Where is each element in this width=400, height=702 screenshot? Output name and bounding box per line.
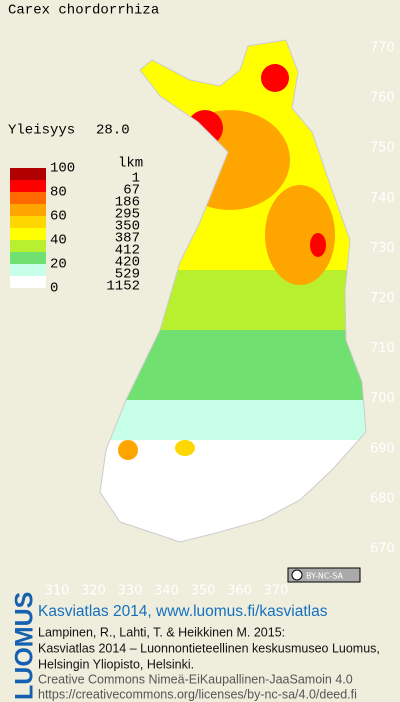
legend-count: 67 bbox=[123, 183, 140, 199]
species-title: Carex chordorrhiza bbox=[8, 3, 159, 19]
legend-count: 350 bbox=[115, 219, 140, 235]
x-axis-label: 340 bbox=[154, 584, 179, 599]
y-axis-label: 690 bbox=[370, 441, 395, 456]
logo: LUOMUS bbox=[11, 592, 39, 700]
legend-scale-label: 20 bbox=[50, 257, 67, 273]
legend-swatch bbox=[10, 240, 46, 252]
citation-line: Helsingin Yliopisto, Helsinki. bbox=[38, 657, 194, 671]
y-axis-label: 710 bbox=[370, 341, 395, 356]
legend-swatch bbox=[10, 168, 46, 180]
country-outline bbox=[99, 39, 367, 543]
x-axis-label: 370 bbox=[264, 584, 289, 599]
y-axis-label: 680 bbox=[370, 491, 395, 506]
legend-count: 420 bbox=[115, 255, 140, 271]
y-axis-label: 700 bbox=[370, 391, 395, 406]
y-axis-label: 740 bbox=[370, 191, 395, 206]
legend-count: 412 bbox=[115, 243, 140, 259]
headline: Kasviatlas 2014, www.luomus.fi/kasviatla… bbox=[38, 603, 328, 620]
legend-scale-label: 80 bbox=[50, 185, 67, 201]
legend-swatch bbox=[10, 252, 46, 264]
x-axis-label: 360 bbox=[227, 584, 252, 599]
license-badge-text: BY-NC-SA bbox=[306, 572, 344, 581]
frequency-value: 28.0 bbox=[96, 123, 130, 139]
x-axis-label: 350 bbox=[191, 584, 216, 599]
y-axis-label: 750 bbox=[370, 141, 395, 156]
legend-swatch bbox=[10, 264, 46, 276]
legend-count: 529 bbox=[115, 267, 140, 283]
license-badge: BY-NC-SA bbox=[287, 567, 361, 583]
y-axis-label: 760 bbox=[370, 91, 395, 106]
license-line: https://creativecommons.org/licenses/by-… bbox=[38, 687, 357, 701]
legend-swatch bbox=[10, 180, 46, 192]
species-map bbox=[100, 40, 366, 542]
x-axis-label: 320 bbox=[81, 584, 106, 599]
license-line: Creative Commons Nimeä-EiKaupallinen-Jaa… bbox=[38, 672, 353, 686]
legend-count: 387 bbox=[115, 231, 140, 247]
legend-scale-label: 60 bbox=[50, 209, 67, 225]
legend-swatch bbox=[10, 228, 46, 240]
legend-scale-label: 100 bbox=[50, 161, 75, 177]
x-axis-label: 310 bbox=[45, 584, 70, 599]
legend-swatch bbox=[10, 216, 46, 228]
legend-count: 295 bbox=[115, 207, 140, 223]
legend-scale-label: 0 bbox=[50, 281, 58, 297]
y-axis-label: 770 bbox=[370, 41, 395, 56]
legend-header: lkm bbox=[118, 156, 143, 172]
citation-line: Lampinen, R., Lahti, T. & Heikkinen M. 2… bbox=[38, 625, 285, 639]
y-axis-label: 670 bbox=[370, 542, 395, 557]
x-axis-label: 330 bbox=[118, 584, 143, 599]
legend-scale-label: 40 bbox=[50, 233, 67, 249]
legend-count: 1152 bbox=[106, 279, 140, 295]
y-axis-label: 730 bbox=[370, 241, 395, 256]
legend-swatch bbox=[10, 276, 46, 288]
legend-count: 186 bbox=[115, 195, 140, 211]
legend-swatch bbox=[10, 192, 46, 204]
citation-line: Kasviatlas 2014 – Luonnontieteellinen ke… bbox=[38, 641, 380, 655]
legend-swatch bbox=[10, 204, 46, 216]
y-axis-label: 720 bbox=[370, 291, 395, 306]
legend-count: 1 bbox=[132, 171, 140, 187]
frequency-label: Yleisyys bbox=[8, 123, 75, 139]
